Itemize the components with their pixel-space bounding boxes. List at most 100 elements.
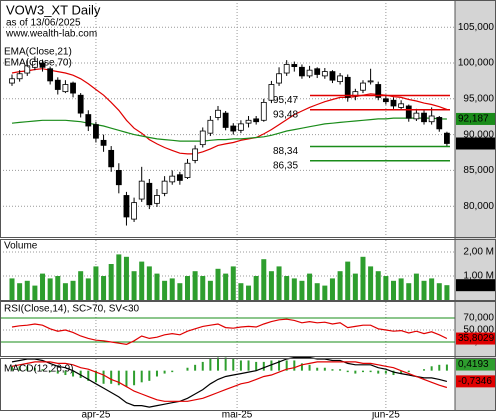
candle-body: [436, 117, 443, 130]
macd-histogram-bar: [285, 360, 288, 371]
volume-bar: [375, 271, 381, 300]
volume-bar: [337, 271, 343, 300]
volume-bar: [261, 259, 267, 300]
volume-bar: [429, 278, 435, 300]
candle-body: [9, 78, 15, 84]
panel-title: MACD(12,26,9): [4, 364, 73, 375]
macd-histogram-bar: [41, 369, 44, 371]
last-value-box: [456, 358, 496, 371]
candle-body: [390, 99, 397, 107]
macd-histogram-bar: [369, 370, 372, 373]
volume-bar: [246, 285, 252, 300]
candle-body: [222, 112, 229, 128]
macd-histogram-bar: [354, 370, 357, 374]
volume-bar: [215, 268, 221, 300]
macd-histogram-bar: [171, 370, 174, 373]
volume-bar: [291, 278, 297, 300]
macd-histogram-bar: [224, 357, 227, 371]
candle-body: [199, 130, 206, 146]
volume-bar: [116, 254, 122, 300]
volume-bar: [123, 256, 129, 300]
panel-title: Volume: [4, 241, 38, 252]
volume-bar: [139, 261, 145, 300]
macd-histogram-bar: [377, 370, 380, 374]
volume-bar: [352, 273, 358, 300]
y-tick-label: 80,000: [463, 201, 494, 212]
volume-bar: [253, 276, 259, 300]
candle-body: [31, 61, 38, 68]
volume-bar: [17, 283, 23, 300]
volume-bar: [413, 273, 419, 300]
candle-body: [100, 139, 107, 146]
volume-bar: [24, 280, 30, 300]
volume-bar: [329, 278, 335, 300]
candle-body: [421, 112, 427, 123]
volume-bar: [268, 271, 274, 300]
macd-line: [11, 356, 448, 408]
volume-bar: [101, 276, 107, 300]
macd-histogram-bar: [56, 370, 59, 374]
last-value-box: [456, 112, 496, 125]
level-label: 86,35: [273, 160, 298, 171]
ema-line: [11, 117, 447, 142]
ema-line: [11, 68, 448, 155]
candle-body: [360, 82, 366, 91]
last-value-label: -0,7346: [458, 376, 492, 387]
candle-body: [93, 124, 99, 139]
last-value-box: [456, 332, 496, 345]
level-label: 95,47: [273, 95, 298, 106]
candle-body: [169, 175, 176, 183]
macd-histogram-bar: [26, 366, 29, 371]
volume-bar: [9, 278, 15, 300]
source: www.wealth-lab.com: [5, 29, 97, 40]
macd-histogram-bar: [217, 357, 220, 371]
y-tick-label: 1,00 M: [463, 271, 494, 282]
volume-bar: [314, 283, 320, 300]
candle-body: [398, 103, 405, 108]
volume-bar: [200, 276, 206, 300]
macd-histogram-bar: [278, 360, 281, 371]
macd-histogram-bar: [423, 369, 426, 371]
candle-body: [329, 71, 336, 81]
candle-body: [306, 69, 313, 77]
candle-body: [215, 109, 221, 118]
volume-bar: [436, 283, 442, 300]
macd-histogram-bar: [18, 366, 21, 371]
last-value-label: 35,8029: [458, 333, 495, 344]
volume-bar: [238, 283, 244, 300]
volume-bar: [207, 280, 213, 300]
candle-body: [192, 148, 199, 161]
volume-bar: [47, 278, 53, 300]
candle-body: [115, 170, 122, 186]
candle-body: [70, 82, 76, 94]
macd-histogram-bar: [232, 359, 235, 371]
volume-bar: [223, 273, 229, 300]
x-tick-label: jun-25: [371, 410, 400, 420]
volume-bar: [391, 280, 396, 300]
candle-body: [245, 119, 252, 124]
last-value-box: [456, 375, 496, 388]
volume-bar: [345, 261, 351, 300]
y-tick-label: 2,00 M: [463, 247, 494, 258]
volume-bar: [322, 285, 328, 300]
candle-body: [413, 112, 420, 120]
macd-histogram-bar: [94, 370, 97, 383]
macd-histogram-bar: [300, 363, 303, 371]
volume-bar: [192, 271, 198, 300]
macd-histogram-bar: [133, 370, 136, 386]
macd-histogram-bar: [392, 370, 395, 376]
volume-bar: [32, 285, 38, 300]
last-value-box: [456, 137, 496, 150]
volume-bar: [184, 276, 190, 300]
macd-histogram-bar: [438, 364, 441, 371]
volume-bar: [444, 285, 450, 300]
candle-body: [344, 76, 351, 98]
candle-body: [24, 65, 31, 74]
volume-bar: [421, 280, 427, 300]
y-tick-label: 100,000: [458, 58, 495, 69]
candle-body: [375, 84, 382, 98]
volume-bar: [360, 256, 366, 300]
macd-histogram-bar: [110, 370, 113, 384]
volume-bar: [398, 278, 404, 300]
volume-bar: [299, 280, 305, 300]
